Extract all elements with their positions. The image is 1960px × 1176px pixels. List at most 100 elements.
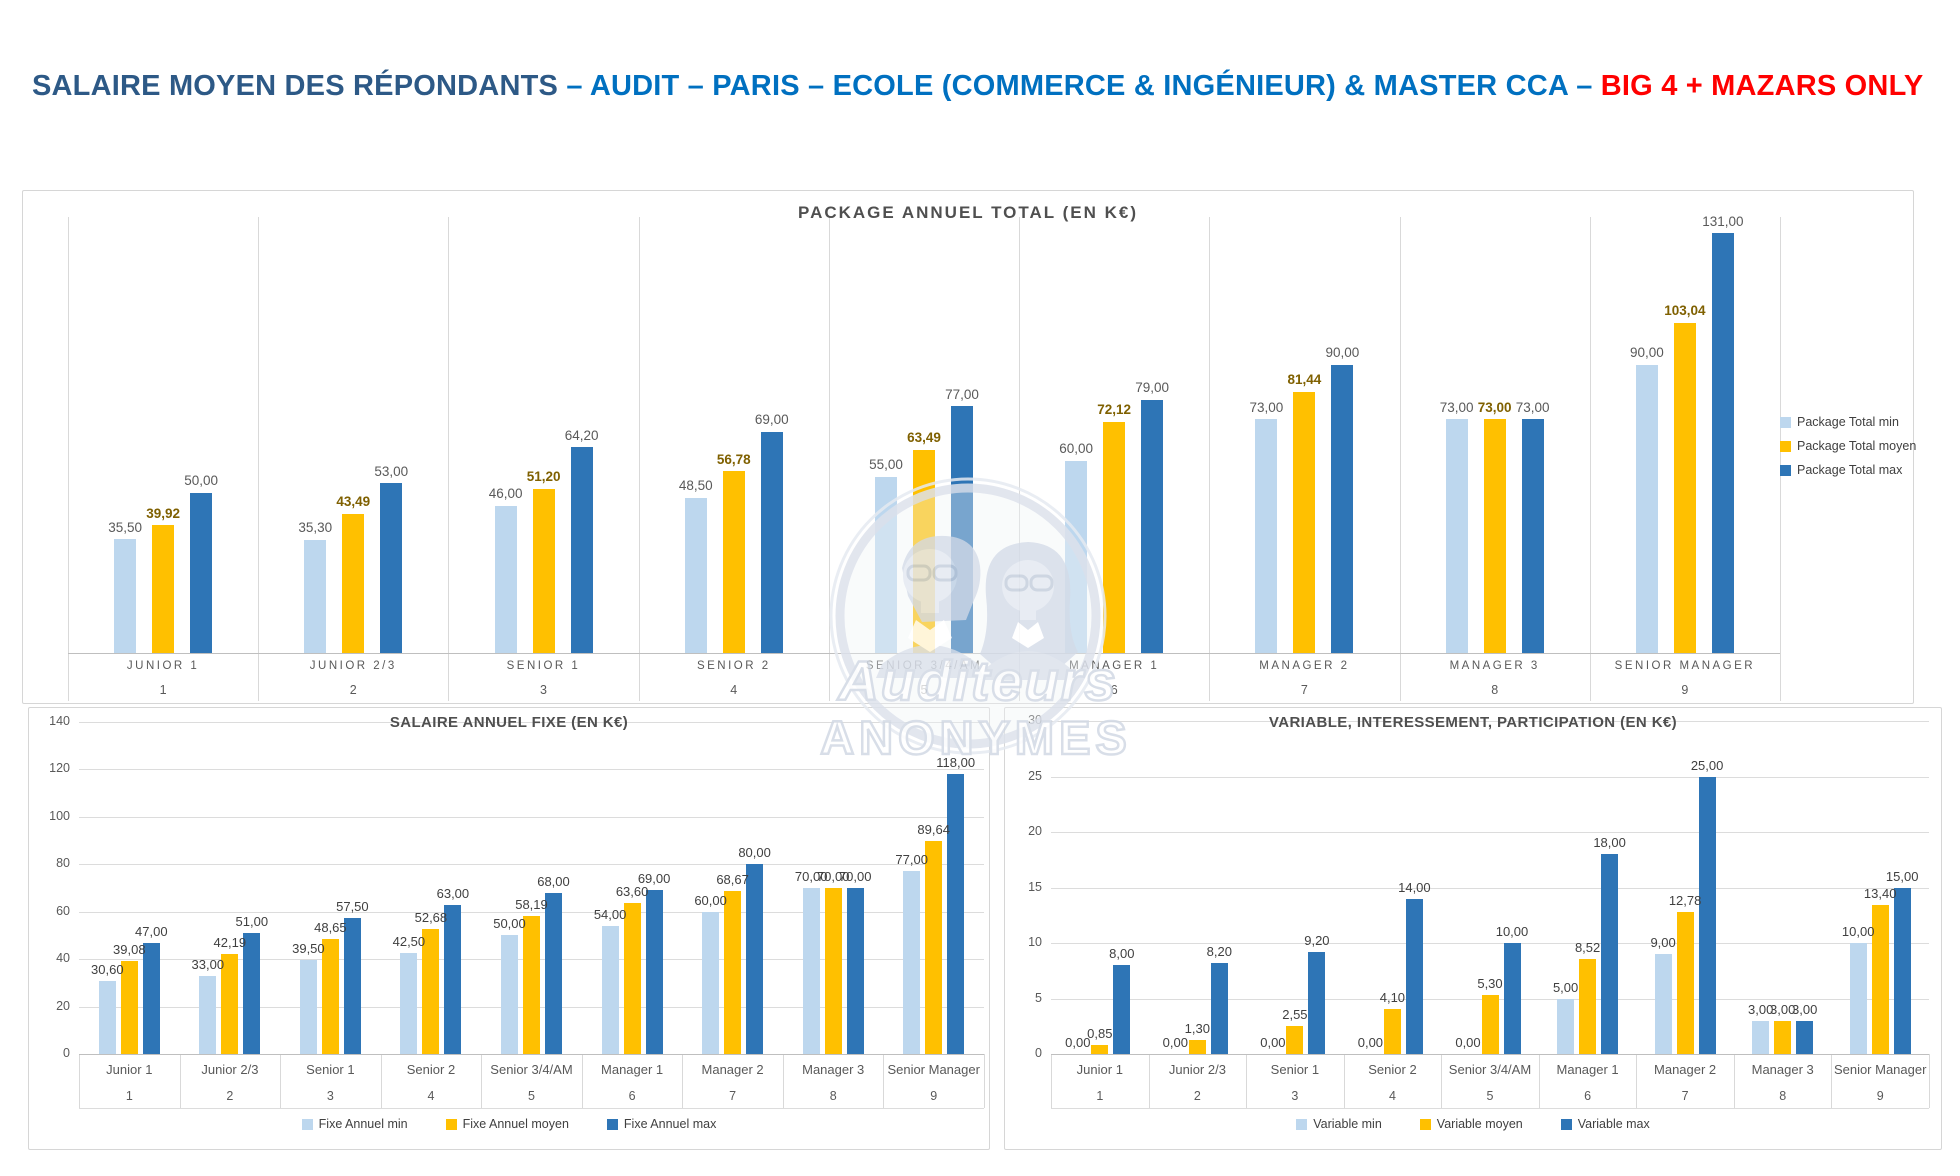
bar-value-label: 70,00: [816, 869, 850, 884]
category-separator: [448, 217, 450, 701]
bar-moyen: [1481, 995, 1499, 1054]
bar-max: [1521, 419, 1544, 653]
bar-value-label: 51,20: [526, 469, 561, 485]
legend-swatch-icon: [1419, 1118, 1431, 1130]
bar-value-label: 51,00: [235, 914, 269, 930]
bar-max: [1210, 963, 1228, 1054]
legend-label: Fixe Annuel moyen: [462, 1117, 569, 1131]
page-title-part2: – AUDIT – PARIS – ECOLE (COMMERCE & INGÉ…: [566, 70, 1601, 102]
bar-value-label: 58,19: [515, 897, 548, 912]
category-separator: [1148, 1054, 1150, 1108]
category-number: 1: [159, 683, 167, 697]
category-label: JUNIOR 1: [126, 660, 200, 672]
bar-value-label: 0,85: [1087, 1025, 1113, 1041]
bar-value-label: 0,00: [1162, 1035, 1188, 1050]
y-axis-tick-label: 60: [56, 903, 70, 918]
bar-value-label: 33,00: [191, 956, 225, 972]
category-label: Senior Manager: [1833, 1061, 1927, 1077]
legend-item: Package Total max: [1780, 463, 1916, 477]
bar-moyen: [824, 888, 842, 1054]
category-separator: [1019, 217, 1021, 701]
bar-max: [1711, 233, 1734, 653]
category-label: MANAGER 3: [1449, 660, 1540, 672]
legend-label: Variable moyen: [1436, 1117, 1523, 1131]
category-label: Senior Manager: [887, 1061, 980, 1077]
x-axis-line: [79, 1054, 984, 1055]
category-label: Junior 2/3: [1168, 1061, 1226, 1077]
bar-value-label: 25,00: [1690, 757, 1724, 773]
category-label: SENIOR 1: [506, 660, 581, 672]
bar-min: [299, 960, 317, 1054]
category-separator: [581, 1054, 583, 1108]
bar-max: [1893, 887, 1911, 1054]
bar-value-label: 1,30: [1184, 1020, 1210, 1036]
category-label: Manager 2: [701, 1061, 764, 1077]
bar-moyen: [1286, 1025, 1304, 1054]
category-separator: [1780, 217, 1781, 701]
bar-value-label: 9,00: [1650, 935, 1676, 951]
legend-swatch-icon: [606, 1118, 618, 1130]
legend-item: Fixe Annuel moyen: [445, 1117, 569, 1131]
category-number: 2: [349, 683, 357, 697]
category-separator: [828, 217, 830, 701]
legend-item: Package Total min: [1780, 415, 1916, 429]
category-label: SENIOR MANAGER: [1614, 660, 1756, 672]
bar-max: [1141, 399, 1164, 653]
bar-max: [343, 917, 361, 1054]
bar-value-label: 35,50: [108, 519, 142, 535]
bar-value-label: 63,00: [436, 885, 470, 901]
bar-min: [1065, 460, 1088, 653]
bar-min: [1255, 419, 1278, 653]
page-title-part3: BIG 4 + MAZARS ONLY: [1600, 70, 1924, 102]
legend-label: Variable max: [1577, 1117, 1650, 1131]
bar-value-label: 5,00: [1552, 979, 1579, 995]
bar-value-label: 79,00: [1135, 380, 1170, 396]
gridline: [1051, 943, 1929, 944]
bar-value-label: 3,00: [1748, 1001, 1774, 1017]
bar-value-label: 60,00: [1059, 441, 1094, 457]
category-separator: [179, 1054, 181, 1108]
bar-value-label: 55,00: [869, 457, 903, 473]
y-axis-tick-label: 20: [1028, 824, 1042, 838]
bar-value-label: 2,55: [1282, 1006, 1308, 1022]
bar-value-label: 4,10: [1379, 989, 1406, 1005]
bar-value-label: 14,00: [1398, 879, 1431, 895]
bar-max: [947, 774, 965, 1054]
bar-moyen: [623, 903, 641, 1054]
bar-min: [702, 911, 720, 1054]
category-label: Senior 2: [406, 1061, 456, 1077]
bar-value-label: 47,00: [135, 923, 168, 939]
bar-moyen: [1103, 421, 1126, 653]
category-separator: [280, 1054, 282, 1108]
bar-max: [243, 933, 261, 1054]
bar-value-label: 48,50: [678, 478, 713, 493]
category-label: SENIOR 2: [696, 660, 771, 672]
category-separator: [1343, 1054, 1345, 1108]
category-separator: [1929, 1054, 1930, 1108]
category-separator: [481, 1054, 483, 1108]
bar-max: [142, 942, 160, 1054]
bar-max: [1405, 898, 1423, 1054]
category-separator: [258, 217, 260, 701]
bar-moyen: [1673, 322, 1696, 653]
bar-min: [494, 505, 517, 653]
bar-value-label: 63,60: [615, 884, 649, 900]
bar-value-label: 118,00: [936, 755, 976, 771]
gridline: [1051, 832, 1929, 833]
chart-legend: Variable min Variable moyen Variable max: [1005, 1117, 1941, 1131]
bar-min: [1752, 1020, 1770, 1054]
bar-min: [304, 539, 327, 653]
chart-legend: Fixe Annuel min Fixe Annuel moyen Fixe Ann…: [29, 1117, 989, 1131]
bar-min: [802, 888, 820, 1054]
bar-value-label: 63,49: [907, 430, 941, 445]
chart-legend: Package Total min Package Total moyen Pack…: [1780, 415, 1916, 477]
category-label: Senior 2: [1368, 1061, 1417, 1077]
category-label: Manager 3: [802, 1061, 865, 1077]
bar-moyen: [120, 961, 138, 1054]
bar-value-label: 8,52: [1574, 940, 1601, 956]
category-number: 5: [920, 683, 928, 697]
category-separator: [1051, 1054, 1052, 1108]
bar-max: [645, 890, 663, 1054]
bar-moyen: [422, 929, 440, 1054]
